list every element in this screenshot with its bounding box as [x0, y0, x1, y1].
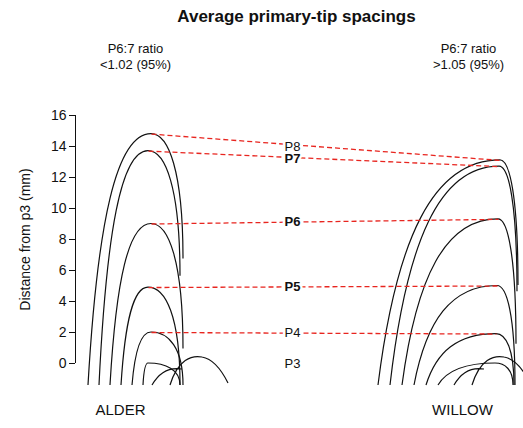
svg-text:P8: P8	[284, 139, 301, 155]
svg-text:P6:7 ratio<1.02 (95%): P6:7 ratio<1.02 (95%)	[100, 41, 171, 72]
svg-text:12: 12	[51, 169, 67, 185]
svg-text:10: 10	[51, 200, 67, 216]
svg-text:Distance from p3 (mm): Distance from p3 (mm)	[17, 168, 33, 310]
svg-text:P5: P5	[285, 279, 301, 294]
svg-text:P3: P3	[285, 356, 301, 371]
svg-text:8: 8	[59, 231, 67, 247]
svg-text:P4: P4	[285, 325, 301, 340]
svg-text:2: 2	[59, 324, 67, 340]
svg-text:P6:7 ratio>1.05 (95%): P6:7 ratio>1.05 (95%)	[433, 41, 504, 72]
svg-text:4: 4	[59, 293, 67, 309]
svg-text:16: 16	[51, 107, 67, 123]
svg-text:14: 14	[51, 138, 67, 154]
svg-text:ALDER: ALDER	[95, 401, 145, 418]
svg-text:6: 6	[59, 262, 67, 278]
svg-text:P7: P7	[285, 151, 301, 166]
svg-text:P6: P6	[285, 214, 301, 229]
html-text:Average primary-tip spacings: Average primary-tip spacings	[177, 7, 416, 26]
svg-text:0: 0	[59, 355, 67, 371]
svg-text:WILLOW: WILLOW	[432, 401, 494, 418]
